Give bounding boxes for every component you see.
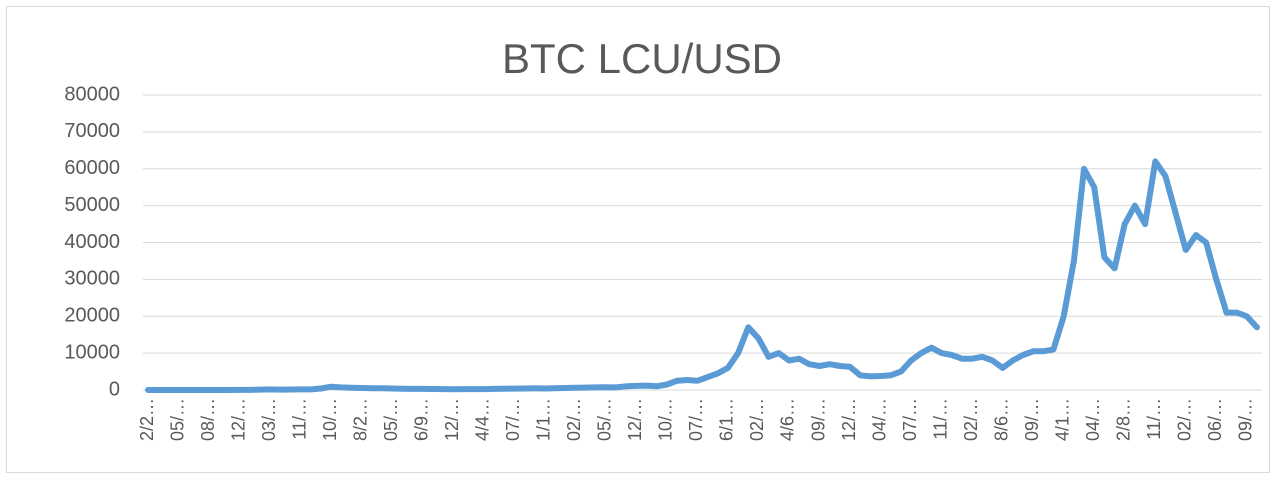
x-tick-label: 02/… bbox=[747, 398, 767, 441]
x-tick-label: 8/6… bbox=[991, 398, 1011, 441]
x-tick-label: 05/… bbox=[595, 398, 615, 441]
chart-border bbox=[6, 6, 1270, 473]
x-tick-label: 4/4… bbox=[473, 398, 493, 441]
x-tick-label: 11/… bbox=[930, 398, 950, 440]
x-tick-label: 05/… bbox=[381, 398, 401, 441]
y-tick-label: 10000 bbox=[64, 341, 120, 363]
x-tick-label: 6/1… bbox=[717, 398, 737, 441]
x-tick-label: 09/… bbox=[1236, 398, 1256, 441]
chart-title: BTC LCU/USD bbox=[502, 35, 782, 82]
x-tick-label: 4/1… bbox=[1052, 398, 1072, 441]
y-tick-label: 70000 bbox=[64, 120, 120, 142]
x-tick-label: 6/9… bbox=[411, 398, 431, 441]
x-tick-label: 1/1… bbox=[534, 398, 554, 441]
y-tick-label: 60000 bbox=[64, 157, 120, 179]
y-tick-label: 20000 bbox=[64, 305, 120, 327]
x-tick-label: 09/… bbox=[808, 398, 828, 441]
x-tick-label: 8/2… bbox=[350, 398, 370, 441]
x-tick-label: 02/… bbox=[564, 398, 584, 441]
y-tick-label: 80000 bbox=[64, 83, 120, 105]
x-tick-label: 03/… bbox=[259, 398, 279, 441]
x-tick-label: 2/8… bbox=[1113, 398, 1133, 441]
y-tick-label: 0 bbox=[109, 378, 120, 400]
x-tick-label: 12/… bbox=[228, 398, 248, 441]
x-tick-label: 07/… bbox=[686, 398, 706, 441]
x-tick-label: 04/… bbox=[1083, 398, 1103, 441]
x-tick-label: 04/… bbox=[869, 398, 889, 441]
x-tick-label: 07/… bbox=[503, 398, 523, 441]
x-tick-label: 12/… bbox=[839, 398, 859, 441]
x-tick-label: 05/… bbox=[167, 398, 187, 441]
x-tick-label: 10/… bbox=[320, 398, 340, 441]
y-tick-label: 50000 bbox=[64, 194, 120, 216]
x-tick-label: 11/… bbox=[1144, 398, 1164, 440]
x-tick-label: 2/2… bbox=[137, 398, 157, 441]
y-tick-label: 30000 bbox=[64, 268, 120, 290]
line-series bbox=[145, 158, 1260, 393]
x-tick-label: 11/… bbox=[289, 398, 309, 440]
x-tick-label: 08/… bbox=[198, 398, 218, 441]
x-tick-label: 4/6… bbox=[778, 398, 798, 441]
x-tick-label: 12/… bbox=[442, 398, 462, 441]
x-tick-label: 09/… bbox=[1022, 398, 1042, 441]
x-tick-label: 02/… bbox=[961, 398, 981, 441]
x-tick-label: 12/… bbox=[625, 398, 645, 441]
x-tick-label: 02/… bbox=[1175, 398, 1195, 441]
x-tick-label: 07/… bbox=[900, 398, 920, 441]
x-tick-label: 06/… bbox=[1205, 398, 1225, 441]
x-tick-label: 10/… bbox=[656, 398, 676, 441]
y-tick-label: 40000 bbox=[64, 231, 120, 253]
